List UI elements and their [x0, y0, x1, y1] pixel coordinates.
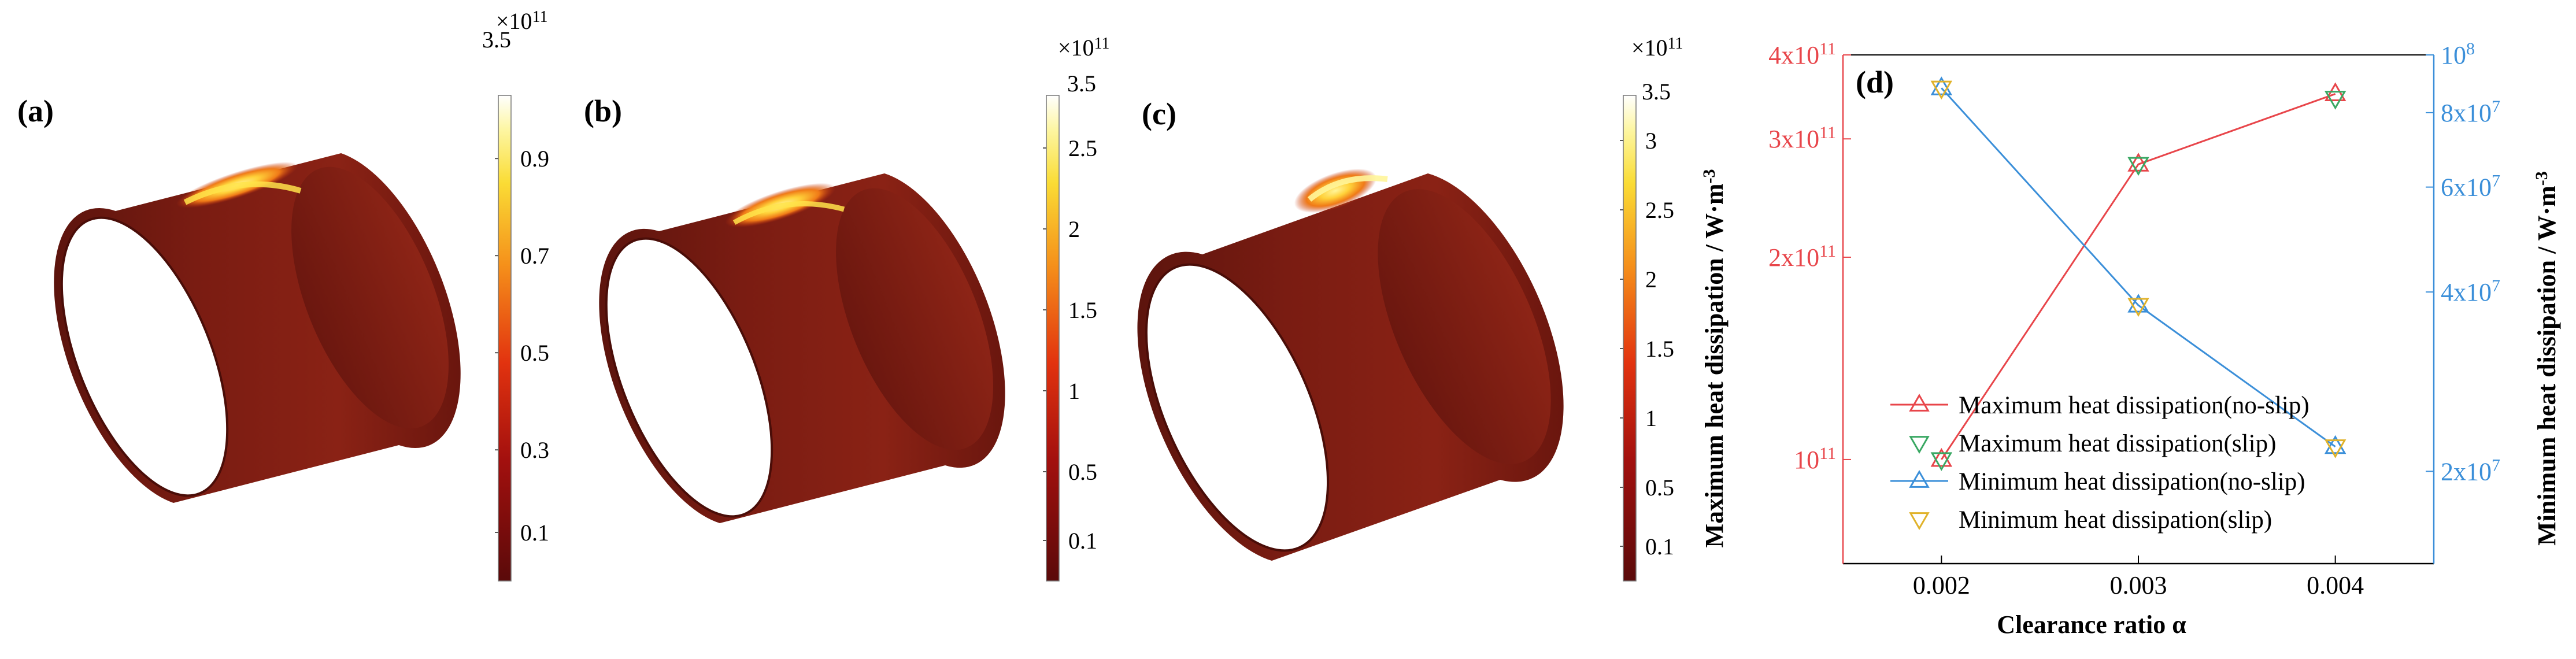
y-left-axis-title: Maximum heat dissipation / W·m-3	[1700, 169, 1729, 548]
legend-marker	[1909, 512, 1930, 531]
colorbar-gradient	[1046, 95, 1060, 582]
colorbar-gradient	[1623, 95, 1637, 582]
cylinder-rim	[605, 237, 773, 518]
legend: Maximum heat dissipation(no-slip) Maximum…	[1890, 392, 2309, 534]
colorbar-top-label: 3.5	[1067, 71, 1096, 97]
colorbar-tick-label: 0.1	[1068, 528, 1097, 554]
panel-a: (a) ×1011 3.5 0.9 0.7 0.5 0.3 0.1	[17, 8, 549, 582]
series-line-2	[1941, 87, 2336, 447]
colorbar-c: ×1011 3.5 3 2.5 2 1.5 1 0.5 0.1	[1620, 35, 1683, 582]
panel-label-b: (b)	[584, 94, 622, 128]
cylinder-inner-surface	[836, 188, 993, 450]
y-right-tick-label: 4x107	[2441, 276, 2500, 306]
y-right-tick-label: 108	[2441, 39, 2475, 69]
y-left-tick-label: 4x1011	[1768, 39, 1836, 69]
cylinder-rim	[60, 216, 229, 497]
colorbar-b: ×1011 3.5 2.5 2 1.5 1 0.5 0.1	[1043, 35, 1110, 582]
colorbar-tick-label: 0.1	[520, 520, 549, 546]
data-point-series-2	[1930, 76, 1953, 95]
y-right-tick-label: 8x107	[2441, 97, 2500, 127]
colorbar-tick-label: 0.7	[520, 243, 549, 269]
cylinder-inner-surface	[1378, 189, 1551, 464]
legend-label: Minimum heat dissipation(no-slip)	[1959, 468, 2305, 495]
cylinder-opening	[1146, 264, 1328, 551]
y-left-tick-label: 3x1011	[1768, 123, 1836, 153]
colorbar-tick-label: 1.5	[1068, 297, 1097, 323]
data-point-series-1	[2324, 91, 2346, 110]
panel-c: (c) ×1011 3.5 3 2.5 2 1.5 1 0.5 0.1	[1137, 35, 1683, 582]
x-tick-label: 0.004	[2307, 571, 2364, 599]
colorbar-top-label: 3.5	[1642, 79, 1671, 105]
y-right-axis-title: Minimum heat dissipation / W·m-3	[2532, 171, 2561, 546]
colorbar-multiplier: ×1011	[1058, 35, 1110, 61]
cylinder-rim	[1145, 263, 1330, 552]
x-axis-title: Clearance ratio α	[1997, 610, 2186, 639]
chart-d: Maximum heat dissipation / W·m-3 Minimum…	[1700, 39, 2561, 639]
x-tick-label: 0.003	[2110, 571, 2167, 599]
colorbar-tick-label: 2	[1645, 266, 1657, 293]
colorbar-tick-label: 0.9	[520, 146, 549, 172]
cylinder-opening	[61, 217, 228, 496]
data-point-series-0	[2127, 153, 2149, 172]
colorbar-multiplier: ×1011	[496, 8, 548, 34]
legend-marker	[1909, 436, 1930, 454]
cylinder-inner-surface	[291, 166, 449, 429]
legend-label: Maximum heat dissipation(slip)	[1959, 430, 2276, 457]
hotspot-streak-a	[183, 181, 302, 205]
colorbar-tick-label: 0.5	[520, 340, 549, 366]
data-point-series-2	[2127, 294, 2149, 313]
data-point-series-1	[2127, 157, 2149, 176]
colorbar-tick-label: 2.5	[1068, 135, 1097, 161]
colorbar-tick-label: 2.5	[1645, 197, 1674, 223]
cylinder-b	[599, 173, 1005, 523]
legend-label: Minimum heat dissipation(slip)	[1959, 506, 2272, 534]
colorbar-gradient	[498, 95, 512, 582]
panel-label-d: (d)	[1856, 65, 1894, 99]
y-right-tick-label: 6x107	[2441, 172, 2500, 202]
y-left-tick-label: 1011	[1794, 444, 1836, 474]
cylinder-c	[1137, 168, 1564, 561]
data-point-series-3	[2324, 439, 2346, 458]
legend-label: Maximum heat dissipation(no-slip)	[1959, 392, 2309, 419]
y-right-tick-label: 2x107	[2441, 456, 2500, 486]
panel-label-c: (c)	[1142, 97, 1176, 131]
colorbar-tick-label: 0.5	[1645, 475, 1674, 501]
colorbar-a: ×1011 3.5 0.9 0.7 0.5 0.3 0.1	[482, 8, 549, 582]
hotspot-streak-c	[1307, 175, 1388, 202]
y-left-tick-label: 2x1011	[1768, 242, 1836, 272]
colorbar-tick-label: 3	[1645, 128, 1657, 154]
colorbar-tick-label: 1.5	[1645, 336, 1674, 362]
colorbar-tick-label: 0.5	[1068, 459, 1097, 485]
colorbar-tick-label: 1	[1645, 405, 1657, 431]
colorbar-tick-label: 0.1	[1645, 534, 1674, 560]
colorbar-tick-label: 2	[1068, 216, 1080, 242]
data-point-series-3	[2127, 298, 2149, 317]
colorbar-top-label: 3.5	[482, 27, 511, 53]
legend-marker	[1909, 469, 1930, 488]
data-point-series-1	[1930, 452, 1953, 471]
data-point-series-2	[2324, 435, 2346, 454]
colorbar-tick-label: 0.3	[520, 437, 549, 463]
panel-label-a: (a)	[17, 94, 54, 128]
colorbar-tick-label: 1	[1068, 378, 1080, 404]
data-point-series-0	[1930, 447, 1953, 467]
colorbar-multiplier: ×1011	[1631, 35, 1683, 61]
cylinder-opening	[606, 238, 772, 517]
hotspot-streak-b	[732, 201, 845, 225]
data-point-series-3	[1930, 80, 1953, 100]
chart-marks: 0.002 0.003 0.004 1011 2x1011 3x1011 4x1011 2x1…	[1768, 39, 2500, 599]
legend-marker	[1909, 393, 1930, 412]
x-tick-label: 0.002	[1913, 571, 1970, 599]
panel-b: (b) ×1011 3.5 2.5 2 1.5 1 0.5 0.1	[584, 35, 1110, 582]
series-line-0	[1941, 93, 2336, 460]
cylinder-a	[54, 153, 461, 503]
